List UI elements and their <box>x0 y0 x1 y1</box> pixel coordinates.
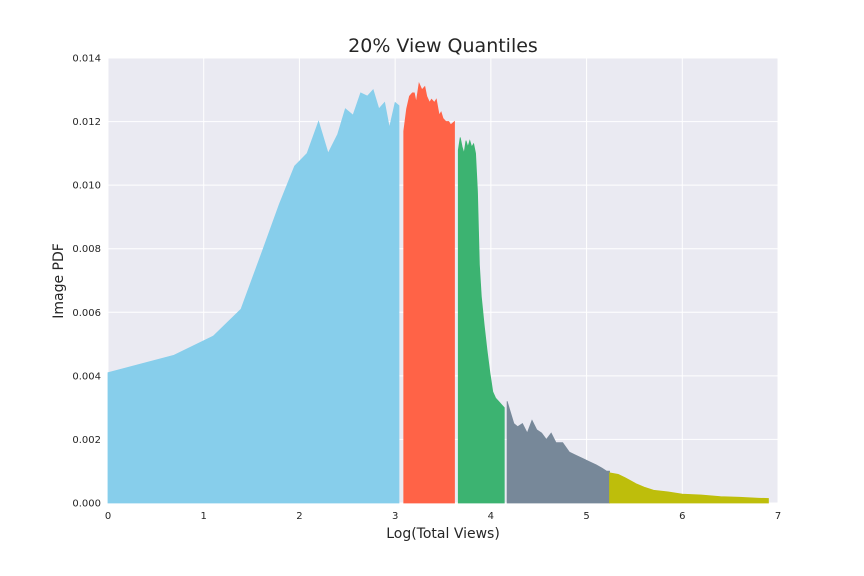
quantile-area-2 <box>403 82 455 504</box>
chart-title: 20% View Quantiles <box>348 35 538 57</box>
x-tick-label: 4 <box>488 511 494 522</box>
y-tick-label: 0.014 <box>72 54 101 65</box>
quantile-area-5 <box>609 472 769 504</box>
y-tick-label: 0.002 <box>72 435 101 446</box>
x-tick-label: 6 <box>679 511 685 522</box>
y-tick-label: 0.000 <box>72 499 101 510</box>
x-tick-label: 0 <box>105 511 111 522</box>
x-tick-label: 5 <box>583 511 589 522</box>
x-tick-label: 7 <box>775 511 781 522</box>
y-tick-label: 0.006 <box>72 308 101 319</box>
quantile-area-1 <box>107 88 400 504</box>
y-tick-label: 0.008 <box>72 244 101 255</box>
y-axis-label: Image PDF <box>51 243 67 319</box>
y-tick-labels: 0.000 0.002 0.004 0.006 0.008 0.010 0.012 0.014 <box>72 54 101 510</box>
x-tick-label: 3 <box>392 511 398 522</box>
quantile-area-3 <box>457 137 505 504</box>
data-areas <box>107 82 769 504</box>
x-axis-label: Log(Total Views) <box>386 526 500 542</box>
y-tick-label: 0.004 <box>72 371 101 382</box>
quantile-area-4 <box>506 401 610 504</box>
y-tick-label: 0.012 <box>72 117 101 128</box>
x-tick-label: 2 <box>296 511 302 522</box>
x-tick-labels: 0 1 2 3 4 5 6 7 <box>105 511 781 522</box>
x-tick-label: 1 <box>201 511 207 522</box>
y-tick-label: 0.010 <box>72 181 101 192</box>
